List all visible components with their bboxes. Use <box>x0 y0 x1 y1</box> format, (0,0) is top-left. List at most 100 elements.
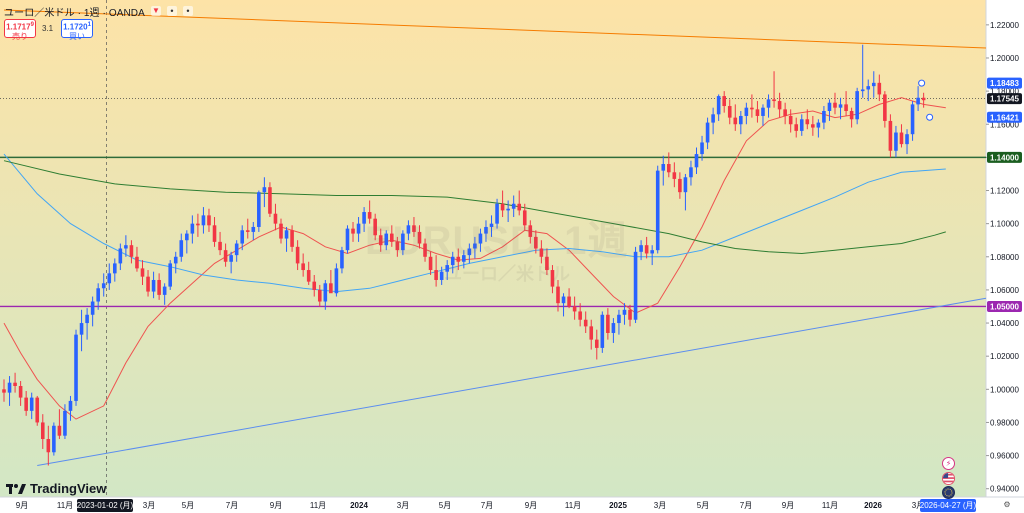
chart-background <box>0 0 986 497</box>
x-tick-label: 7月 <box>226 501 238 510</box>
candle-body <box>716 96 721 115</box>
candle <box>888 114 893 158</box>
candle <box>456 248 461 271</box>
candle-body <box>761 107 765 116</box>
candle-body <box>489 223 494 227</box>
candle <box>838 97 843 120</box>
buy-button[interactable]: 1.17201 買い <box>61 19 93 41</box>
candle-body <box>910 104 915 135</box>
candle-body <box>295 246 300 264</box>
candle-body <box>367 212 372 219</box>
candle-body <box>90 301 95 315</box>
candle <box>223 243 228 267</box>
candle-body <box>700 142 704 155</box>
candle <box>860 44 865 98</box>
candle <box>611 318 616 343</box>
crosshair-time-label: 2023-01-02 (月) <box>77 499 134 512</box>
candle-body <box>678 178 682 193</box>
candle-body <box>101 283 106 289</box>
lightning-icon[interactable]: ⚡ <box>942 457 955 470</box>
x-tick-label: 3月 <box>143 501 155 510</box>
candle-body <box>844 104 848 111</box>
trendline-upper <box>3 9 987 49</box>
candle-body <box>589 326 594 340</box>
buy-label: 買い <box>69 31 85 41</box>
crosshair-time-text: 2023-01-02 (月) <box>77 501 134 510</box>
candle <box>2 379 6 402</box>
dot-icon[interactable]: • <box>166 6 177 16</box>
candle-body <box>439 271 444 280</box>
x-tick-label: 11月 <box>310 501 326 510</box>
candle-body <box>434 270 438 280</box>
candle-body <box>340 250 344 269</box>
candle <box>367 200 372 224</box>
dot-icon[interactable]: • <box>182 6 193 16</box>
candle <box>561 293 566 317</box>
tradingview-logo[interactable]: TradingView <box>6 481 106 496</box>
candle <box>162 283 167 305</box>
symbol-title[interactable]: ユーロ／米ドル · 1週 · OANDA <box>4 7 145 19</box>
candle <box>101 273 106 297</box>
candle-body <box>478 233 483 244</box>
candle <box>894 125 898 158</box>
candle-body <box>334 268 339 294</box>
candle-body <box>273 213 278 224</box>
candle-body <box>52 425 56 453</box>
candle <box>683 173 688 211</box>
scale-settings-icon[interactable]: ⚙ <box>1003 500 1011 509</box>
candle <box>317 284 322 307</box>
candle-body <box>600 314 605 348</box>
candle <box>766 94 771 118</box>
candle <box>329 270 333 294</box>
candle <box>600 311 605 353</box>
candle <box>384 230 389 251</box>
candle <box>196 213 200 237</box>
buy-price: 1.1720 <box>63 22 88 32</box>
candle-body <box>151 279 156 292</box>
candle <box>644 236 649 259</box>
candle-body <box>406 225 411 234</box>
candle-body <box>860 89 865 92</box>
x-tick-label: 2026 <box>864 501 882 510</box>
candle-body <box>899 132 904 145</box>
candle <box>777 92 782 118</box>
candle-body <box>356 223 361 234</box>
price-label-text: 1.16421 <box>990 113 1019 122</box>
candle-body <box>251 226 256 232</box>
x-tick-label: 9月 <box>782 501 794 510</box>
candle-body <box>484 226 488 234</box>
candle <box>811 115 815 136</box>
sell-price-sup: 9 <box>30 22 34 28</box>
candle <box>284 226 289 252</box>
arrow-down-icon[interactable]: ▼ <box>150 6 161 16</box>
candle <box>744 102 749 125</box>
candle <box>871 71 876 98</box>
candle-body <box>417 231 422 244</box>
candle <box>279 218 283 244</box>
candle <box>534 230 538 254</box>
buy-price-sup: 1 <box>87 22 91 28</box>
candle-body <box>118 248 123 264</box>
sell-button[interactable]: 1.17179 売り <box>4 19 36 41</box>
moving-average-ma_slow <box>3 160 946 255</box>
candle-body <box>578 311 582 320</box>
candle-body <box>268 187 272 214</box>
us-flag-icon[interactable] <box>942 472 955 485</box>
candle <box>833 92 837 115</box>
x-tick-label: 3月 <box>397 501 409 510</box>
candle-body <box>218 241 222 251</box>
candle-body <box>611 323 616 333</box>
candle <box>495 198 499 229</box>
candle-body <box>750 107 754 110</box>
candle <box>79 309 84 352</box>
candle <box>68 395 73 421</box>
candle-body <box>522 210 527 226</box>
candle <box>412 217 416 237</box>
candle <box>700 135 704 161</box>
x-tick-label: 7月 <box>740 501 752 510</box>
candle-body <box>539 248 544 257</box>
candle-body <box>833 102 837 108</box>
eu-flag-icon[interactable] <box>942 486 955 499</box>
